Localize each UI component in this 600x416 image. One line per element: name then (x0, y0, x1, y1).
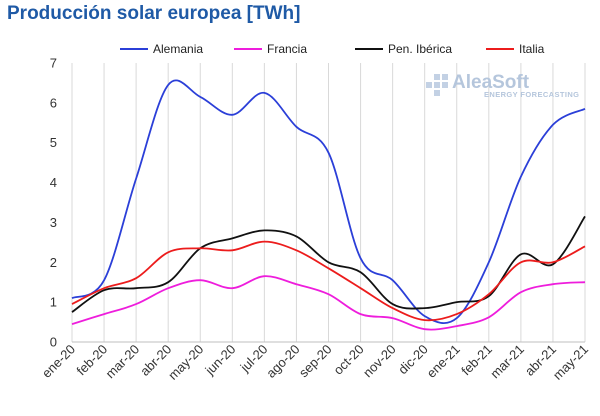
series-line-italia (71, 240, 586, 322)
chart-title: Producción solar europea [TWh] (7, 3, 301, 24)
x-tick-label: nov-20 (360, 342, 399, 381)
x-tick-label: oct-20 (331, 342, 367, 378)
x-tick-label: ene-21 (424, 342, 463, 381)
y-axis-ticks: 0 1 2 3 4 5 6 7 (50, 56, 57, 350)
aleasoft-logo-icon (426, 74, 448, 96)
x-axis-ticks: ene-20feb-20mar-20abr-20may-20jun-20jul-… (39, 342, 591, 383)
y-tick-label: 6 (50, 95, 57, 110)
logo-square (442, 82, 448, 88)
y-tick-label: 1 (50, 295, 57, 310)
legend-label: Francia (267, 42, 307, 56)
x-tick-label: mar-21 (487, 342, 527, 382)
x-tick-label: ene-20 (39, 342, 78, 381)
series-line-alemania (71, 79, 586, 324)
series-line-francia (71, 275, 586, 331)
x-tick-label: may-20 (165, 342, 206, 383)
y-tick-label: 0 (50, 335, 57, 350)
legend: Alemania Francia Pen. Ibérica Italia (120, 42, 545, 56)
legend-label: Pen. Ibérica (388, 42, 452, 56)
x-tick-label: mar-20 (103, 342, 143, 382)
grid (71, 63, 586, 342)
y-tick-label: 3 (50, 215, 57, 230)
logo-square (434, 90, 440, 96)
logo-square (434, 74, 440, 80)
legend-label: Italia (519, 42, 545, 56)
logo-square (426, 82, 432, 88)
logo-square (442, 74, 448, 80)
watermark-brand: AleaSoft (452, 72, 530, 93)
aleasoft-watermark: AleaSoft ENERGY FORECASTING (426, 72, 579, 99)
y-tick-label: 4 (50, 175, 57, 190)
logo-square (434, 82, 440, 88)
series-lines (71, 79, 586, 331)
y-tick-label: 2 (50, 255, 57, 270)
y-tick-label: 7 (50, 56, 57, 71)
y-tick-label: 5 (50, 135, 57, 150)
x-tick-label: may-21 (550, 342, 591, 383)
x-tick-label: sep-20 (296, 342, 335, 381)
watermark-tagline: ENERGY FORECASTING (484, 90, 579, 99)
x-tick-label: ago-20 (263, 342, 302, 381)
legend-label: Alemania (153, 42, 203, 56)
x-tick-label: jun-20 (202, 342, 239, 379)
